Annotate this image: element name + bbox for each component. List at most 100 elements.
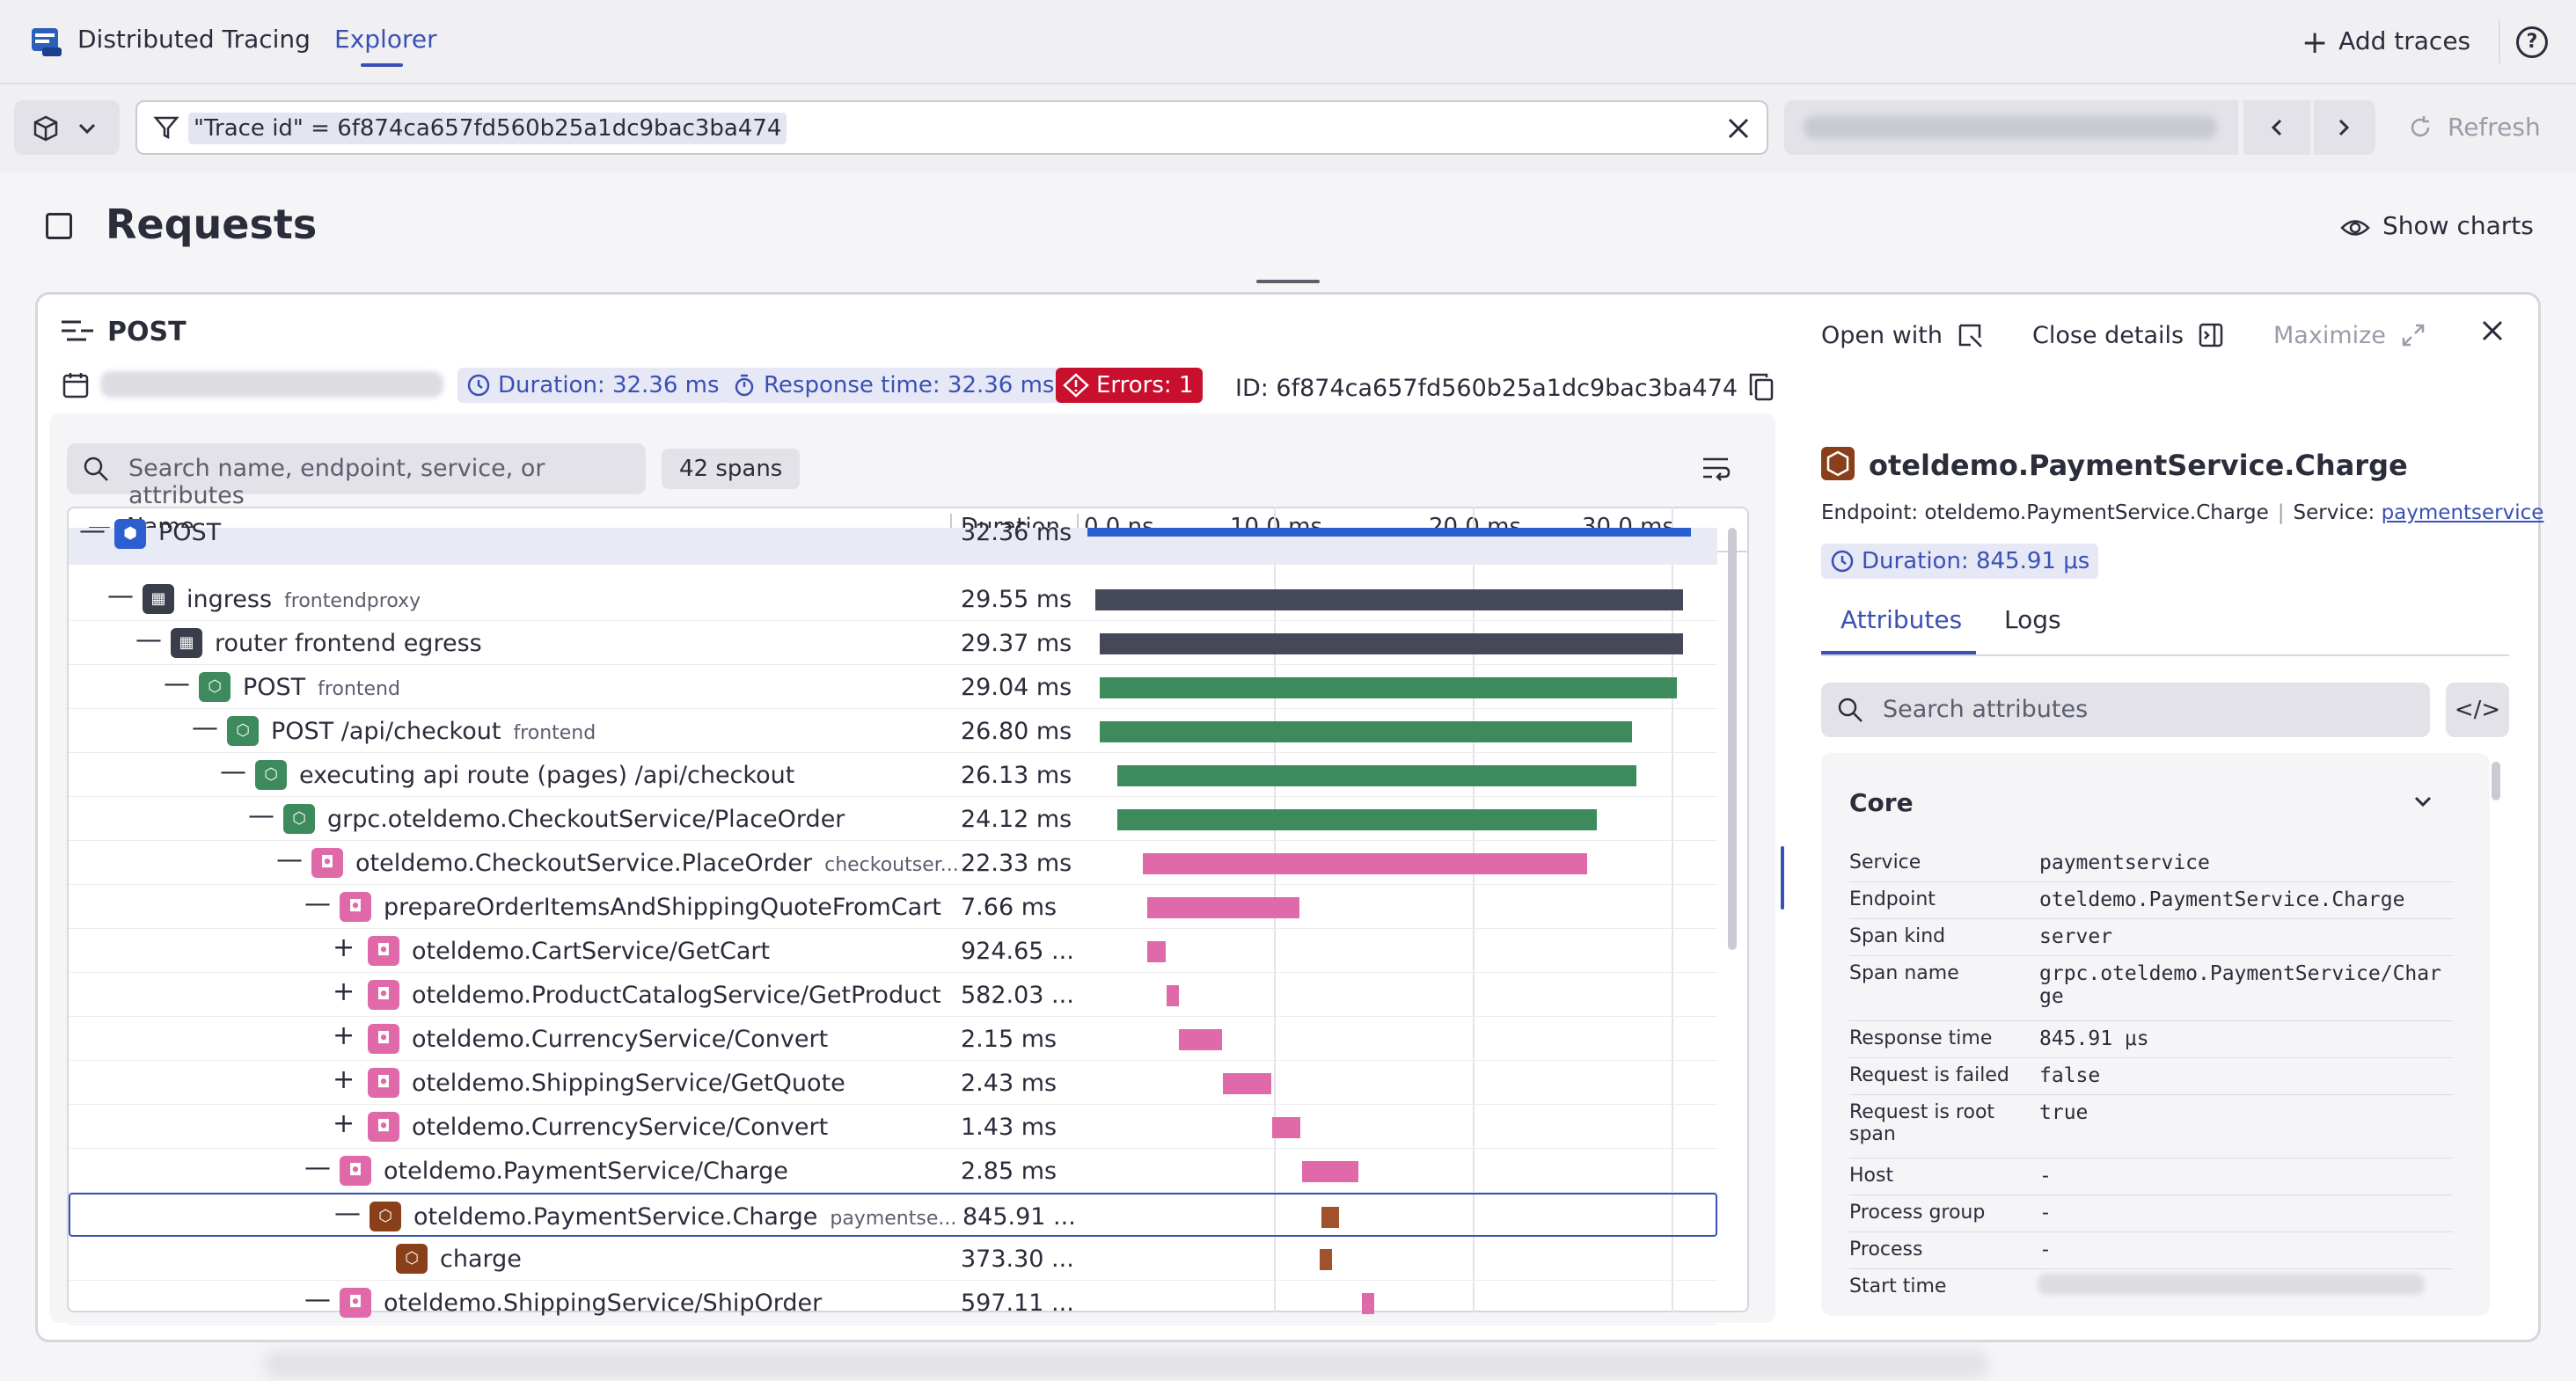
attribute-value[interactable]: false: [2039, 1064, 2101, 1087]
table-row[interactable]: ⬡ charge 373.30 ...: [69, 1237, 1717, 1281]
table-row[interactable]: — ◘ prepareOrderItemsAndShippingQuoteFromC…: [69, 885, 1717, 929]
span-duration-bar[interactable]: [1178, 1029, 1222, 1050]
trace-id-filter-chip[interactable]: "Trace id" = 6f874ca657fd560b25a1dc9bac3…: [188, 113, 787, 144]
table-row[interactable]: — ◘ oteldemo.PaymentService/Charge 2.85 ms: [69, 1149, 1717, 1193]
table-row[interactable]: — ⬡ grpc.oteldemo.CheckoutService/PlaceOrd…: [69, 797, 1717, 841]
collapse-icon[interactable]: —: [334, 1198, 361, 1229]
span-duration-bar[interactable]: [1361, 1293, 1374, 1314]
tab-attributes[interactable]: Attributes: [1841, 605, 1963, 634]
collapse-icon[interactable]: —: [248, 800, 274, 831]
span-duration-bar[interactable]: [1087, 528, 1691, 537]
tree-scrollbar[interactable]: [1728, 528, 1737, 950]
add-traces-button[interactable]: + Add traces: [2302, 25, 2470, 61]
span-duration-bar[interactable]: [1095, 589, 1683, 610]
attribute-value[interactable]: server: [2039, 925, 2113, 948]
entity-selector-button[interactable]: [14, 100, 120, 155]
expand-icon[interactable]: +: [333, 1064, 355, 1095]
close-details-button[interactable]: Close details: [2032, 322, 2224, 349]
attribute-value[interactable]: true: [2039, 1101, 2089, 1124]
span-duration-bar[interactable]: [1146, 941, 1166, 962]
wrap-lines-icon[interactable]: [1701, 456, 1731, 482]
close-panel-icon[interactable]: [2479, 317, 2506, 352]
table-row[interactable]: + ◘ oteldemo.CartService/GetCart 924.65 ...: [69, 929, 1717, 973]
table-row[interactable]: + ◘ oteldemo.ProductCatalogService/GetProd…: [69, 973, 1717, 1017]
resize-handle[interactable]: [1256, 280, 1320, 283]
span-duration-bar[interactable]: [1146, 897, 1299, 918]
span-duration-bar[interactable]: [1222, 1073, 1271, 1094]
tab-active-indicator: [1821, 651, 1976, 654]
table-row[interactable]: — ◘ oteldemo.ShippingService/ShipOrder 597.…: [69, 1281, 1717, 1325]
table-row[interactable]: + ◘ oteldemo.CurrencyService/Convert 1.43 m…: [69, 1105, 1717, 1149]
collapse-icon[interactable]: —: [107, 581, 134, 611]
span-duration-bar[interactable]: [1302, 1161, 1359, 1182]
core-section-title[interactable]: Core: [1849, 788, 1914, 817]
span-duration-bar[interactable]: [1099, 721, 1633, 742]
attribute-value[interactable]: 845.91 μs: [2039, 1027, 2149, 1050]
open-with-button[interactable]: Open with: [1821, 322, 1983, 349]
clear-filter-icon[interactable]: [1726, 116, 1751, 141]
attribute-value[interactable]: -: [2039, 1165, 2052, 1187]
collapse-icon[interactable]: —: [304, 888, 331, 919]
maximize-button[interactable]: Maximize: [2273, 322, 2426, 349]
span-duration-bar[interactable]: [1099, 633, 1684, 654]
table-row[interactable]: — ⬢ POST 32.36 ms: [69, 515, 1717, 565]
split-resize-handle[interactable]: [1781, 846, 1784, 910]
table-row[interactable]: + ◘ oteldemo.ShippingService/GetQuote 2.43 …: [69, 1061, 1717, 1105]
table-row[interactable]: — ▦ router frontend egress 29.37 ms: [69, 621, 1717, 665]
attribute-value[interactable]: grpc.oteldemo.PaymentService/Charge: [2039, 962, 2441, 1008]
tab-explorer[interactable]: Explorer: [334, 25, 437, 54]
span-duration-bar[interactable]: [1321, 1207, 1339, 1228]
collapse-icon[interactable]: —: [220, 756, 246, 787]
span-duration-bar[interactable]: [1116, 809, 1597, 830]
show-charts-button[interactable]: Show charts: [2340, 211, 2534, 240]
table-row[interactable]: — ⬡ oteldemo.PaymentService.Charge payments…: [69, 1193, 1717, 1237]
attribute-divider: [1849, 955, 2453, 956]
copy-icon[interactable]: [1748, 373, 1775, 401]
expand-icon[interactable]: +: [333, 976, 355, 1007]
span-duration-bar[interactable]: [1143, 853, 1587, 874]
collapse-icon[interactable]: —: [304, 1152, 331, 1183]
table-row[interactable]: + ◘ oteldemo.CurrencyService/Convert 2.15 m…: [69, 1017, 1717, 1061]
table-row[interactable]: — ⬡ POST frontend 29.04 ms: [69, 665, 1717, 709]
code-view-icon[interactable]: </>: [2446, 683, 2509, 737]
table-row[interactable]: — ◘ oteldemo.CheckoutService.PlaceOrder che…: [69, 841, 1717, 885]
span-duration-bar[interactable]: [1272, 1117, 1301, 1138]
span-name: oteldemo.CheckoutService.PlaceOrder check…: [355, 850, 959, 877]
chevron-right-icon: [2338, 119, 2350, 136]
attribute-search-input[interactable]: Search attributes: [1821, 683, 2430, 737]
table-row[interactable]: — ⬡ POST /api/checkout frontend 26.80 ms: [69, 709, 1717, 753]
attribute-value[interactable]: -: [2039, 1202, 2052, 1224]
attribute-value[interactable]: oteldemo.PaymentService.Charge: [2039, 888, 2405, 911]
expand-icon[interactable]: +: [333, 1020, 355, 1051]
service-link[interactable]: paymentservice: [2381, 501, 2544, 524]
span-duration-bar[interactable]: [1167, 985, 1180, 1006]
table-row[interactable]: — ▦ ingress frontendproxy 29.55 ms: [69, 577, 1717, 621]
next-timeframe-button[interactable]: [2314, 100, 2375, 155]
details-scrollbar[interactable]: [2492, 762, 2500, 800]
previous-timeframe-button[interactable]: [2243, 100, 2310, 155]
expand-icon[interactable]: +: [333, 932, 355, 963]
span-duration-bar[interactable]: [1320, 1249, 1333, 1270]
table-row[interactable]: — ⬡ executing api route (pages) /api/check…: [69, 753, 1717, 797]
span-duration-bar[interactable]: [1116, 765, 1637, 786]
help-icon[interactable]: ?: [2516, 26, 2548, 58]
collapse-icon[interactable]: —: [304, 1284, 331, 1315]
expand-icon[interactable]: +: [333, 1108, 355, 1139]
collapse-icon[interactable]: —: [192, 712, 218, 743]
collapse-icon[interactable]: —: [135, 625, 162, 655]
sidebar-toggle-icon[interactable]: [46, 213, 72, 239]
refresh-button[interactable]: Refresh: [2393, 100, 2560, 155]
collapse-icon[interactable]: —: [79, 515, 106, 546]
attribute-value[interactable]: paymentservice: [2039, 851, 2210, 874]
attribute-value[interactable]: -: [2039, 1239, 2052, 1261]
collapse-icon[interactable]: —: [164, 669, 190, 699]
collapse-icon[interactable]: —: [276, 844, 303, 875]
span-search-input[interactable]: Search name, endpoint, service, or attri…: [67, 443, 646, 509]
chevron-down-icon[interactable]: [2412, 788, 2433, 815]
plus-icon: +: [2302, 25, 2329, 61]
panel-icon: [2199, 323, 2223, 347]
span-duration-bar[interactable]: [1099, 677, 1677, 698]
errors-badge[interactable]: Errors: 1: [1056, 368, 1203, 403]
tab-logs[interactable]: Logs: [2004, 605, 2061, 634]
trace-id-value: ID: 6f874ca657fd560b25a1dc9bac3ba474: [1235, 375, 1738, 402]
